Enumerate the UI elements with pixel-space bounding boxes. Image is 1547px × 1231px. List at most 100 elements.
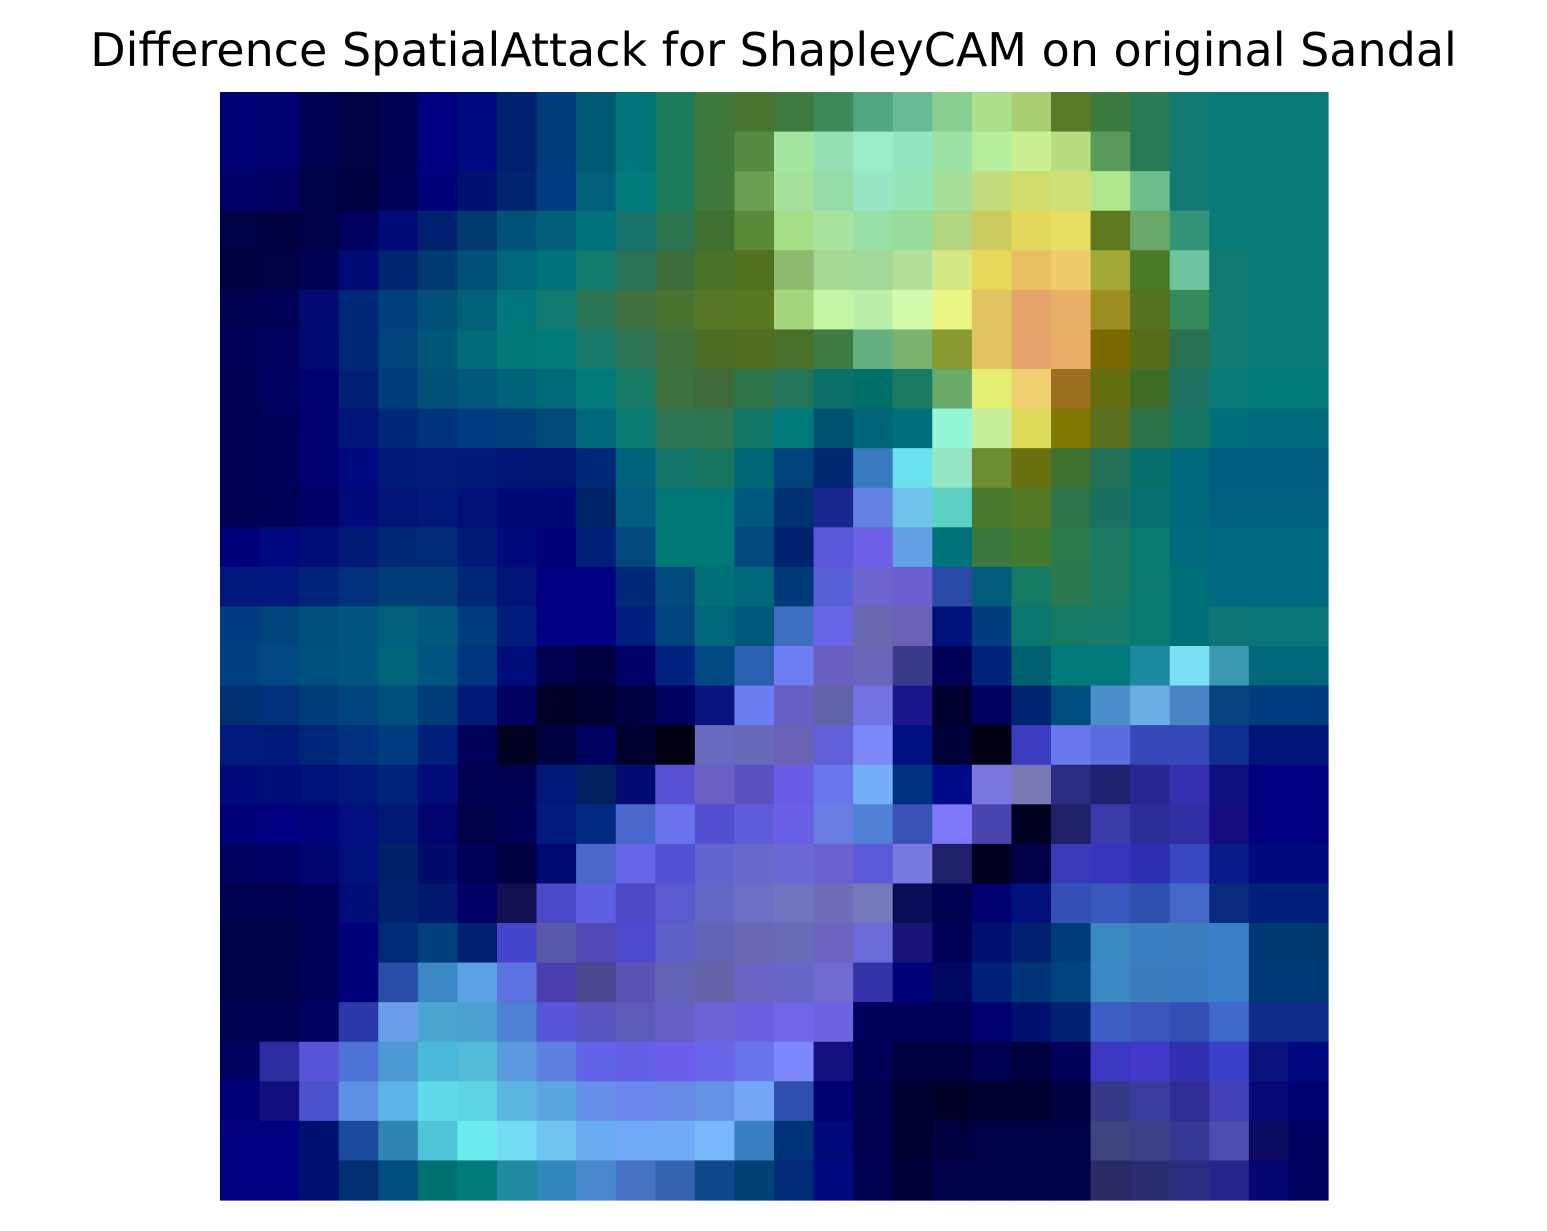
heatmap-cell — [1169, 725, 1210, 766]
heatmap-cell — [576, 171, 617, 212]
heatmap-cell — [576, 685, 617, 726]
heatmap-cell — [813, 1041, 854, 1082]
heatmap-cell — [259, 843, 300, 885]
heatmap-cell — [971, 764, 1013, 805]
heatmap-cell — [417, 923, 459, 964]
heatmap-cell — [299, 131, 340, 172]
heatmap-cell — [971, 1081, 1013, 1122]
heatmap-cell — [615, 92, 656, 133]
heatmap-cell — [971, 1160, 1013, 1201]
heatmap-cell — [417, 1041, 459, 1082]
heatmap-cell — [576, 92, 617, 133]
heatmap-cell — [1288, 804, 1329, 845]
heatmap-cell — [1288, 210, 1329, 251]
heatmap-cell — [259, 1041, 300, 1082]
heatmap-cell — [457, 171, 498, 212]
heatmap-cell — [1288, 1081, 1329, 1122]
heatmap-cell — [1169, 171, 1210, 212]
heatmap-cell — [576, 448, 617, 489]
heatmap-cell — [1051, 448, 1092, 489]
heatmap-cell — [1209, 527, 1250, 568]
heatmap-cell — [932, 646, 973, 687]
heatmap-cell — [497, 804, 538, 845]
heatmap-cell — [1288, 171, 1329, 212]
heatmap-cell — [1090, 171, 1131, 212]
heatmap-cell — [1209, 566, 1250, 608]
heatmap-cell — [576, 646, 617, 687]
heatmap-cell — [1288, 923, 1329, 964]
heatmap-cell — [853, 962, 894, 1003]
heatmap-cell — [1051, 289, 1092, 331]
heatmap-cell — [615, 1120, 656, 1162]
heatmap-cell — [655, 1120, 696, 1162]
heatmap-cell — [971, 804, 1013, 845]
heatmap-cell — [615, 923, 656, 964]
heatmap-cell — [378, 1120, 419, 1162]
heatmap-cell — [1051, 487, 1092, 528]
heatmap-cell — [1011, 171, 1052, 212]
heatmap-cell — [457, 250, 498, 291]
heatmap-cell — [1090, 448, 1131, 489]
heatmap-cell — [220, 250, 261, 291]
heatmap-cell — [655, 289, 696, 331]
heatmap-cell — [497, 408, 538, 449]
heatmap-cell — [615, 1160, 656, 1201]
heatmap-cell — [1169, 962, 1210, 1003]
heatmap-cell — [734, 804, 775, 845]
heatmap-cell — [497, 646, 538, 687]
heatmap-cell — [1248, 962, 1290, 1003]
heatmap-cell — [378, 1160, 419, 1201]
heatmap-cell — [299, 329, 340, 370]
heatmap-cell — [813, 725, 854, 766]
heatmap-cell — [853, 487, 894, 528]
heatmap-cell — [1130, 843, 1171, 885]
heatmap-cell — [1090, 923, 1131, 964]
heatmap-cell — [1209, 171, 1250, 212]
heatmap-cell — [1169, 448, 1210, 489]
heatmap-cell — [1051, 566, 1092, 608]
heatmap-cell — [497, 1081, 538, 1122]
heatmap-cell — [220, 329, 261, 370]
heatmap-cell — [853, 1041, 894, 1082]
heatmap-cell — [1011, 764, 1052, 805]
heatmap-cell — [417, 329, 459, 370]
heatmap-cell — [299, 527, 340, 568]
heatmap-cell — [615, 1041, 656, 1082]
heatmap-cell — [1090, 408, 1131, 449]
heatmap-cell — [1130, 764, 1171, 805]
heatmap-cell — [734, 962, 775, 1003]
heatmap-cell — [259, 1081, 300, 1122]
heatmap-cell — [536, 804, 577, 845]
heatmap-cell — [1169, 329, 1210, 370]
heatmap-cell — [774, 883, 815, 924]
heatmap-cell — [1288, 685, 1329, 726]
heatmap-cell — [932, 1041, 973, 1082]
heatmap-cell — [1248, 1120, 1290, 1162]
heatmap-cell — [971, 527, 1013, 568]
heatmap-cell — [378, 527, 419, 568]
heatmap-cell — [1090, 487, 1131, 528]
heatmap-cell — [853, 843, 894, 885]
heatmap-cell — [338, 92, 379, 133]
heatmap-cell — [1169, 685, 1210, 726]
heatmap-cell — [457, 1041, 498, 1082]
heatmap-cell — [1130, 566, 1171, 608]
heatmap-cell — [853, 1002, 894, 1043]
heatmap-cell — [1288, 646, 1329, 687]
heatmap-cell — [1248, 883, 1290, 924]
heatmap-cell — [694, 764, 736, 805]
heatmap-cell — [576, 883, 617, 924]
heatmap-cell — [655, 685, 696, 726]
heatmap-cell — [338, 1160, 379, 1201]
heatmap-cell — [892, 210, 933, 251]
heatmap-cell — [1090, 289, 1131, 331]
heatmap-cell — [497, 171, 538, 212]
heatmap-cell — [378, 171, 419, 212]
heatmap-cell — [615, 883, 656, 924]
heatmap-cell — [774, 962, 815, 1003]
heatmap-cell — [1051, 1002, 1092, 1043]
heatmap-cell — [1248, 764, 1290, 805]
heatmap-cell — [1090, 527, 1131, 568]
heatmap-cell — [259, 289, 300, 331]
heatmap-cell — [457, 1081, 498, 1122]
